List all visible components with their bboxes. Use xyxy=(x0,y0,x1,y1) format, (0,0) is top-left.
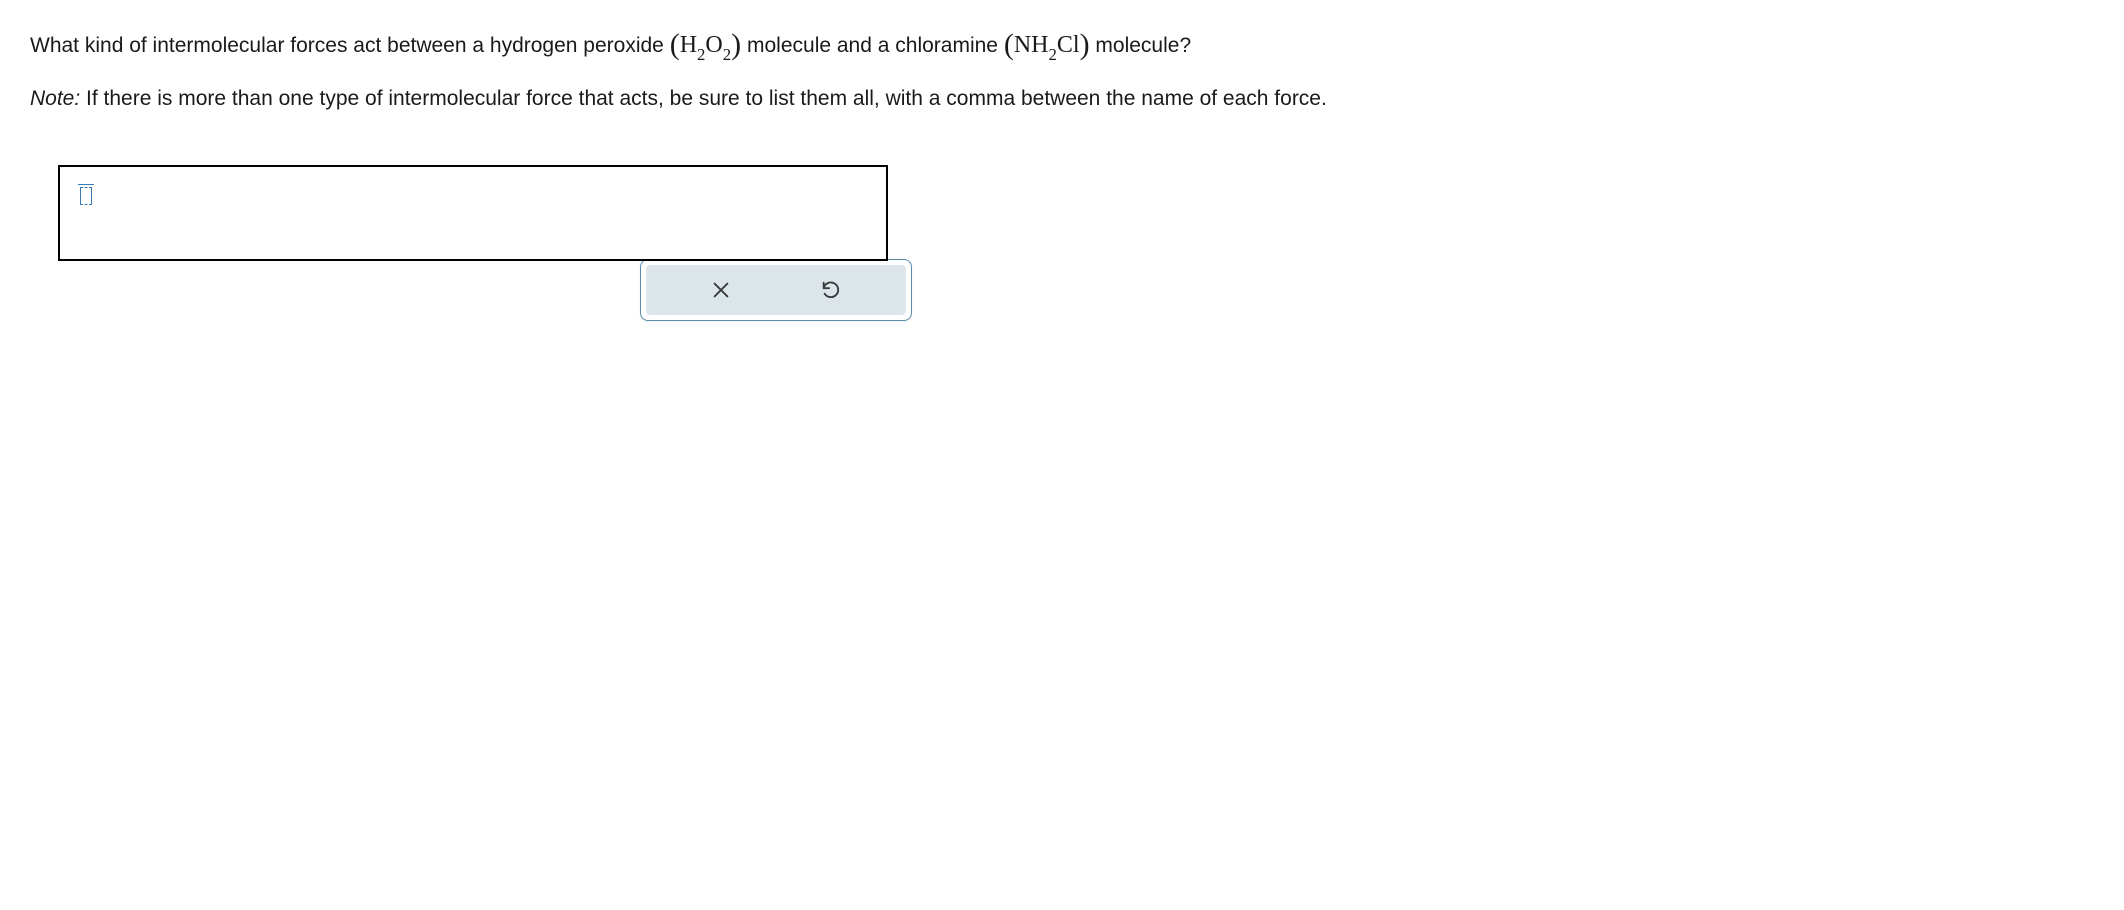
answer-toolbar xyxy=(640,259,912,321)
formula-h2o2: (H2O2) xyxy=(670,32,741,58)
toolbar-inner xyxy=(646,265,906,315)
note-text: Note: If there is more than one type of … xyxy=(30,83,2094,115)
note-label: Note: xyxy=(30,87,80,110)
open-paren: ( xyxy=(1004,28,1014,61)
reset-button[interactable] xyxy=(806,270,856,310)
close-paren: ) xyxy=(731,28,741,61)
answer-input[interactable] xyxy=(58,165,888,261)
close-icon xyxy=(710,279,732,301)
formula-nh2cl: (NH2Cl) xyxy=(1004,32,1090,58)
question-middle: molecule and a chloramine xyxy=(747,34,1004,57)
undo-icon xyxy=(820,279,842,301)
close-paren: ) xyxy=(1080,28,1090,61)
text-cursor-icon xyxy=(80,187,92,205)
clear-button[interactable] xyxy=(696,270,746,310)
question-prefix: What kind of intermolecular forces act b… xyxy=(30,34,670,57)
note-body: If there is more than one type of interm… xyxy=(80,87,1327,110)
open-paren: ( xyxy=(670,28,680,61)
question-text: What kind of intermolecular forces act b… xyxy=(30,20,2094,65)
question-suffix: molecule? xyxy=(1095,34,1191,57)
